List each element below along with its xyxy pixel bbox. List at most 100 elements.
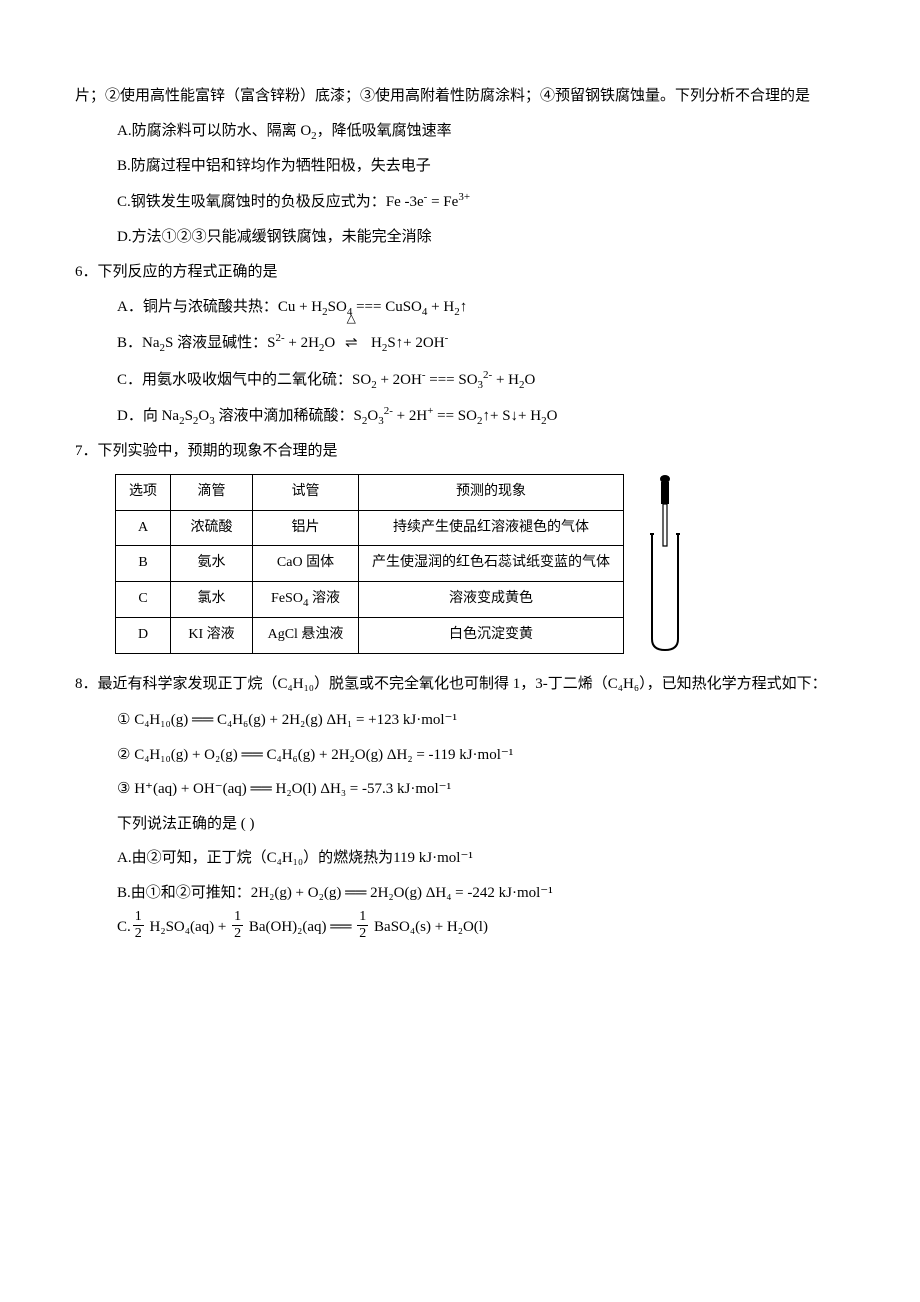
denominator: 2	[357, 926, 368, 941]
table-header: 滴管	[171, 474, 253, 510]
q8-ask: 下列说法正确的是 ( )	[75, 807, 845, 842]
text: Ba(OH)₂(aq) ══	[245, 919, 355, 935]
cell-prediction: 溶液变成黄色	[359, 581, 624, 618]
q8-equation-3: ③ H⁺(aq) + OH⁻(aq) ══ H₂O(l) ΔH₃ = -57.3…	[75, 772, 845, 807]
text: + 2H	[285, 335, 319, 351]
cell-prediction: 白色沉淀变黄	[359, 618, 624, 654]
dropper-testtube-icon	[648, 474, 682, 654]
text: O	[198, 408, 209, 424]
q8-option-b: B.由①和②可推知：2H₂(g) + O₂(g) ══ 2H₂O(g) ΔH₄ …	[75, 876, 845, 911]
table-row: A 浓硫酸 铝片 持续产生使品红溶液褪色的气体	[116, 510, 624, 546]
sup: 2-	[384, 405, 393, 417]
q7-title: 7．下列实验中，预期的现象不合理的是	[75, 435, 845, 468]
fraction: 12	[133, 910, 144, 941]
q8-equation-1: ① C₄H₁₀(g) ══ C₄H₆(g) + 2H₂(g) ΔH₁ = +12…	[75, 703, 845, 738]
table-header: 试管	[253, 474, 359, 510]
equilibrium-arrow: ⇌	[345, 335, 358, 351]
text: + 2H	[393, 408, 427, 424]
text: A．铜片与浓硫酸共热：Cu + H	[117, 299, 322, 315]
numerator: 1	[357, 910, 368, 926]
text: === SO	[425, 372, 477, 388]
cell-option: D	[116, 618, 171, 654]
q8-option-c: C.12 H₂SO₄(aq) + 12 Ba(OH)₂(aq) ══ 12 Ba…	[75, 910, 845, 945]
text: == SO	[433, 408, 477, 424]
text: ，降低吸氧腐蚀速率	[317, 123, 452, 139]
cell-tube: FeSO4 溶液	[253, 581, 359, 618]
text: = Fe	[427, 194, 458, 210]
fraction: 12	[232, 910, 243, 941]
text: O	[547, 408, 558, 424]
formula: C₄H₆	[608, 676, 639, 692]
sup: -	[445, 332, 449, 344]
text: O	[525, 372, 536, 388]
text: H	[367, 335, 382, 351]
q6-option-c: C．用氨水吸收烟气中的二氧化硫：SO2 + 2OH- === SO32- + H…	[75, 363, 845, 397]
text: ↑	[460, 299, 468, 315]
q8-equation-2: ② C₄H₁₀(g) + O₂(g) ══ C₄H₆(g) + 2H₂O(g) …	[75, 738, 845, 773]
text: FeSO	[271, 591, 303, 606]
q5-option-a: A.防腐涂料可以防水、隔离 O2，降低吸氧腐蚀速率	[75, 115, 845, 148]
cell-prediction: 持续产生使品红溶液褪色的气体	[359, 510, 624, 546]
cell-tube: CaO 固体	[253, 546, 359, 582]
text: + 2OH	[377, 372, 422, 388]
text: C.	[117, 919, 131, 935]
cell-dropper: 浓硫酸	[171, 510, 253, 546]
q7-table: 选项 滴管 试管 预测的现象 A 浓硫酸 铝片 持续产生使品红溶液褪色的气体 B…	[115, 474, 624, 654]
cell-dropper: KI 溶液	[171, 618, 253, 654]
text: 8．最近有科学家发现正丁烷（	[75, 676, 278, 692]
text: A.防腐涂料可以防水、隔离 O	[117, 123, 311, 139]
text: ↑+ S↓+ H	[482, 408, 541, 424]
text: 溶液中滴加稀硫酸：S	[215, 408, 362, 424]
sup: 2-	[275, 332, 284, 344]
q5-option-b: B.防腐过程中铝和锌均作为牺牲阳极，失去电子	[75, 150, 845, 183]
cell-tube: 铝片	[253, 510, 359, 546]
text: BaSO₄(s) + H₂O(l)	[370, 919, 488, 935]
text: S↑+ 2OH	[387, 335, 444, 351]
q8-intro: 8．最近有科学家发现正丁烷（C₄H₁₀）脱氢或不完全氧化也可制得 1，3-丁二烯…	[75, 668, 845, 701]
text: + H	[427, 299, 454, 315]
q7-table-wrapper: 选项 滴管 试管 预测的现象 A 浓硫酸 铝片 持续产生使品红溶液褪色的气体 B…	[115, 474, 845, 654]
cell-option: C	[116, 581, 171, 618]
cell-tube: AgCl 悬浊液	[253, 618, 359, 654]
formula: C₄H₁₀	[278, 676, 315, 692]
q6-option-a: A．铜片与浓硫酸共热：Cu + H2SO4 === CuSO4 + H2↑	[75, 291, 845, 324]
text: D．向 Na	[117, 408, 179, 424]
cell-option: A	[116, 510, 171, 546]
table-row: C 氯水 FeSO4 溶液 溶液变成黄色	[116, 581, 624, 618]
equilibrium-heat-symbol: △⇌	[335, 327, 367, 360]
text: + H	[492, 372, 519, 388]
text: S	[185, 408, 193, 424]
q5-option-d: D.方法①②③只能减缓钢铁腐蚀，未能完全消除	[75, 221, 845, 254]
table-row: D KI 溶液 AgCl 悬浊液 白色沉淀变黄	[116, 618, 624, 654]
q6-title: 6．下列反应的方程式正确的是	[75, 256, 845, 289]
q6-option-d: D．向 Na2S2O3 溶液中滴加稀硫酸：S2O32- + 2H+ == SO2…	[75, 399, 845, 433]
table-header: 预测的现象	[359, 474, 624, 510]
text: B．Na	[117, 335, 160, 351]
text: S 溶液显碱性：S	[165, 335, 275, 351]
text: O	[367, 408, 378, 424]
cell-dropper: 氨水	[171, 546, 253, 582]
text: O	[324, 335, 335, 351]
text: 溶液	[308, 591, 340, 606]
fraction: 12	[357, 910, 368, 941]
q6-option-b: B．Na2S 溶液显碱性：S2- + 2H2O△⇌ H2S↑+ 2OH-	[75, 326, 845, 360]
text: ），已知热化学方程式如下：	[639, 676, 827, 692]
table-header: 选项	[116, 474, 171, 510]
text: C.钢铁发生吸氧腐蚀时的负极反应式为：Fe -3e	[117, 194, 424, 210]
table-row: B 氨水 CaO 固体 产生使湿润的红色石蕊试纸变蓝的气体	[116, 546, 624, 582]
cell-option: B	[116, 546, 171, 582]
q5-option-c: C.钢铁发生吸氧腐蚀时的负极反应式为：Fe -3e- = Fe3+	[75, 185, 845, 219]
denominator: 2	[232, 926, 243, 941]
sup: 2-	[483, 369, 492, 381]
cell-dropper: 氯水	[171, 581, 253, 618]
q5-continuation: 片；②使用高性能富锌（富含锌粉）底漆；③使用高附着性防腐涂料；④预留钢铁腐蚀量。…	[75, 80, 845, 113]
sup: 3+	[458, 191, 470, 203]
text: C．用氨水吸收烟气中的二氧化硫：SO	[117, 372, 371, 388]
text: H₂SO₄(aq) +	[146, 919, 230, 935]
denominator: 2	[133, 926, 144, 941]
numerator: 1	[133, 910, 144, 926]
text: ）脱氢或不完全氧化也可制得 1，3-丁二烯（	[314, 676, 608, 692]
cell-prediction: 产生使湿润的红色石蕊试纸变蓝的气体	[359, 546, 624, 582]
q8-option-a: A.由②可知，正丁烷（C₄H₁₀）的燃烧热为119 kJ·mol⁻¹	[75, 841, 845, 876]
numerator: 1	[232, 910, 243, 926]
